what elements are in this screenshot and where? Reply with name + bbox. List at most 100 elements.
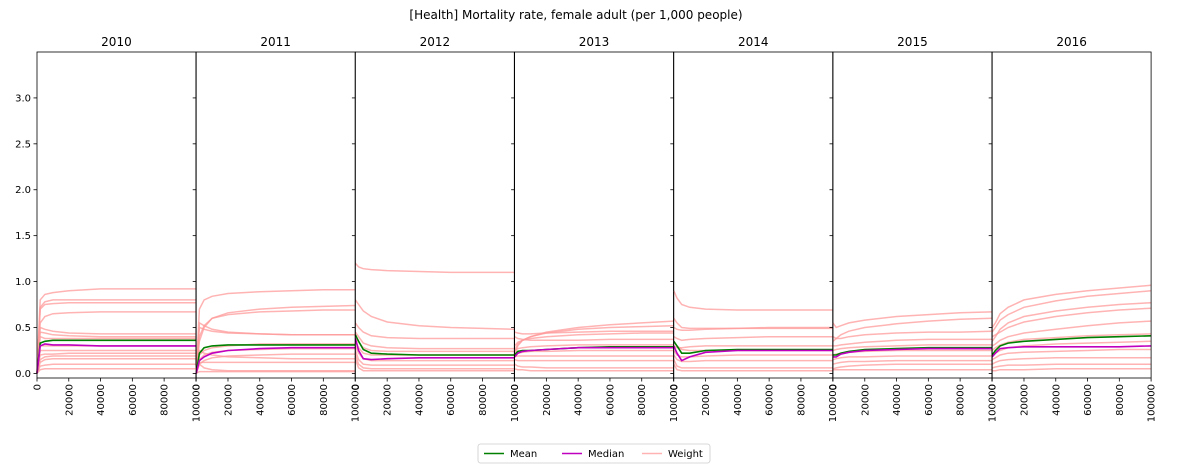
- panel-title: 2012: [420, 35, 451, 49]
- weight-line: [36, 288, 196, 374]
- mean-line: [673, 340, 833, 354]
- legend-label-mean: Mean: [510, 449, 537, 460]
- weight-line: [195, 361, 356, 374]
- x-tick-label: 60000: [924, 384, 935, 416]
- weight-line: [991, 357, 1152, 365]
- weight-line: [36, 326, 196, 374]
- y-tick-label: 1.0: [15, 277, 31, 288]
- weight-line: [36, 355, 196, 374]
- x-tick-label: 100000: [828, 384, 839, 422]
- mean-line: [833, 346, 992, 356]
- weight-line: [354, 350, 515, 366]
- weight-line: [514, 336, 674, 342]
- weight-line: [991, 290, 1152, 333]
- weight-line: [991, 307, 1152, 338]
- panel-title: 2013: [579, 35, 610, 49]
- x-tick-label: 60000: [1083, 384, 1094, 416]
- weight-line: [36, 301, 196, 374]
- y-tick-label: 2.0: [15, 185, 31, 196]
- panel-2012: 2012 0 20000 40000 60000 80000 100000: [351, 35, 521, 422]
- weight-line: [514, 358, 674, 362]
- x-tick-label: 0: [829, 384, 840, 390]
- weight-line: [832, 317, 992, 342]
- weight-line: [36, 368, 196, 374]
- weight-line: [514, 332, 674, 347]
- x-tick-label: 80000: [1115, 384, 1126, 416]
- x-tick-label: 40000: [414, 384, 425, 416]
- x-tick-label: 80000: [956, 384, 967, 416]
- panel-title: 2015: [897, 35, 928, 49]
- weight-line: [36, 349, 196, 374]
- y-tick-label: 0.5: [15, 323, 31, 334]
- chart-title: [Health] Mortality rate, female adult (p…: [409, 8, 742, 22]
- weight-line: [514, 344, 674, 352]
- weight-line: [832, 330, 992, 340]
- weight-line: [354, 331, 515, 350]
- weight-line: [195, 362, 356, 374]
- x-tick-label: 60000: [128, 384, 139, 416]
- x-tick-label: 100000: [669, 384, 680, 422]
- panel-frame: [991, 51, 1152, 379]
- x-tick-label: 20000: [860, 384, 871, 416]
- weight-line: [514, 355, 674, 358]
- weight-line: [991, 348, 1152, 361]
- weight-line: [673, 363, 833, 372]
- weight-line: [514, 368, 674, 372]
- weight-line: [36, 299, 196, 374]
- median-line: [991, 345, 1152, 358]
- weight-line: [36, 335, 196, 374]
- y-tick-label: 2.5: [15, 139, 31, 150]
- x-tick-label: 100000: [351, 384, 362, 422]
- mean-line: [991, 335, 1152, 356]
- weight-line: [36, 331, 196, 374]
- x-tick-label: 0: [192, 384, 203, 390]
- panel-title: 2010: [101, 35, 132, 49]
- mean-line: [354, 334, 515, 356]
- mean-line: [36, 339, 196, 374]
- x-tick-label: 100000: [510, 384, 521, 422]
- weight-line: [36, 352, 196, 374]
- weight-line: [195, 304, 356, 374]
- weight-line: [673, 290, 833, 311]
- weight-line: [354, 299, 515, 331]
- weight-line: [195, 370, 356, 375]
- weight-line: [354, 354, 515, 370]
- weight-line: [195, 309, 356, 374]
- median-line: [673, 345, 833, 362]
- legend-label-weight: Weight: [668, 449, 703, 460]
- weight-line: [832, 344, 992, 352]
- x-tick-label: 100000: [987, 384, 998, 422]
- legend-frame: [477, 443, 711, 464]
- weight-line: [514, 330, 674, 335]
- weight-line: [354, 345, 515, 362]
- weight-line: [832, 359, 992, 365]
- x-tick-label: 0: [669, 384, 680, 390]
- x-tick-label: 80000: [796, 384, 807, 416]
- panels-group: 2010 0.0 0.5 1.0 1.5 2.0 2.5 3.0 0 20000 40000 6000…: [15, 35, 1158, 422]
- weight-line: [673, 326, 833, 331]
- weight-line: [832, 311, 992, 329]
- weight-line: [36, 363, 196, 374]
- x-tick-label: 100000: [1147, 384, 1158, 422]
- legend-label-median: Median: [588, 449, 624, 460]
- weight-line: [992, 368, 1152, 372]
- legend: Mean Median Weight: [477, 443, 711, 464]
- x-tick-label: 40000: [1051, 384, 1062, 416]
- y-tick-label: 1.5: [15, 231, 31, 242]
- x-tick-label: 80000: [478, 384, 489, 416]
- weight-line: [354, 262, 515, 274]
- x-tick-label: 40000: [574, 384, 585, 416]
- x-tick-label: 60000: [446, 384, 457, 416]
- x-tick-label: 40000: [255, 384, 266, 416]
- y-tick-label: 0.0: [15, 369, 31, 380]
- weight-line: [991, 363, 1152, 369]
- weight-line: [673, 359, 833, 369]
- weight-line: [354, 322, 515, 340]
- weight-line: [673, 335, 833, 342]
- weight-line: [991, 284, 1152, 328]
- x-tick-label: 100000: [191, 384, 202, 422]
- weight-line: [991, 333, 1152, 352]
- x-tick-label: 40000: [892, 384, 903, 416]
- weight-line: [514, 363, 674, 369]
